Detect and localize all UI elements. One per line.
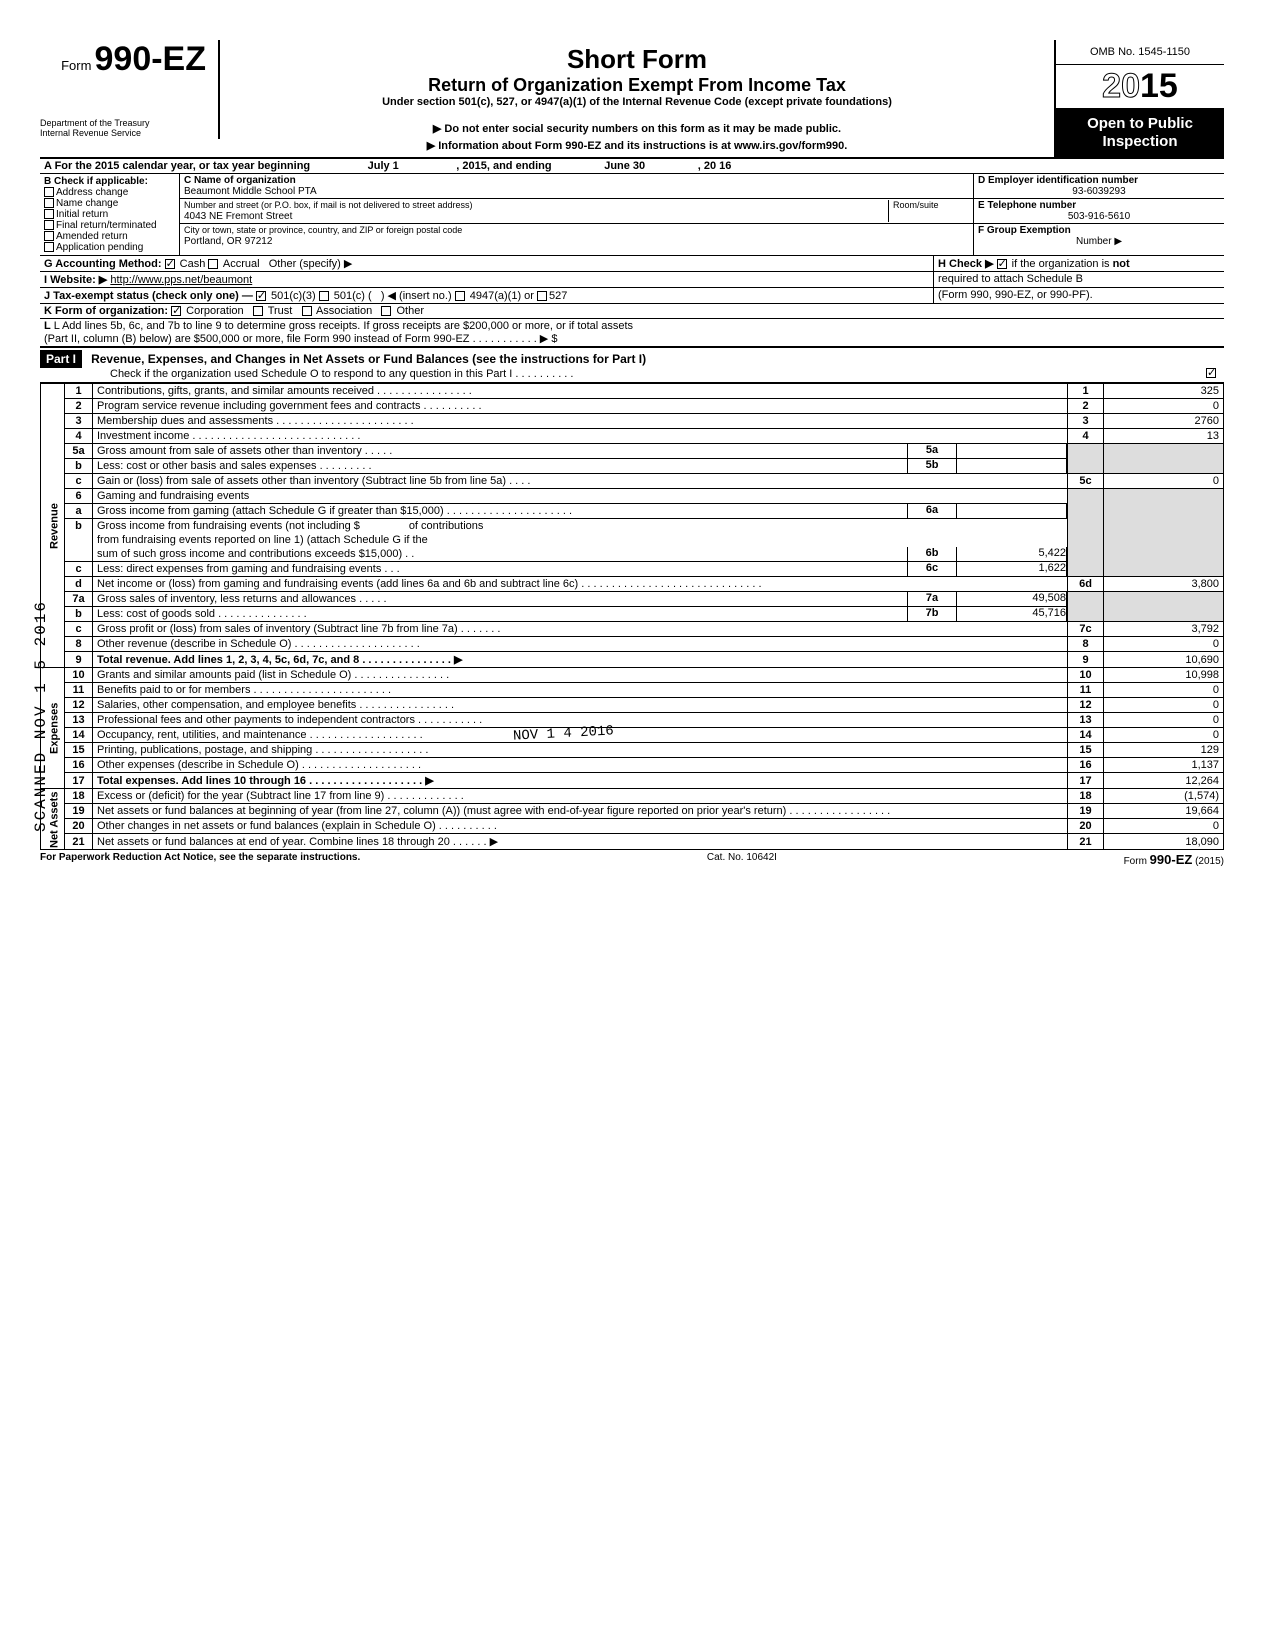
chk-other-org[interactable] bbox=[381, 306, 391, 316]
chk-pending[interactable] bbox=[44, 242, 54, 252]
form-prefix: Form bbox=[61, 58, 91, 73]
section-text: Under section 501(c), 527, or 4947(a)(1)… bbox=[228, 96, 1046, 108]
omb: OMB No. 1545-1150 bbox=[1056, 40, 1224, 65]
header: Form 990-EZ Department of the Treasury I… bbox=[40, 40, 1224, 159]
right-block: OMB No. 1545-1150 2015 Open to Public In… bbox=[1054, 40, 1224, 157]
side-expenses: Expenses bbox=[41, 668, 65, 789]
chk-assoc[interactable] bbox=[302, 306, 312, 316]
form-number-block: Form 990-EZ Department of the Treasury I… bbox=[40, 40, 220, 139]
open-public: Open to Public Inspection bbox=[1056, 109, 1224, 157]
footer: For Paperwork Reduction Act Notice, see … bbox=[40, 850, 1224, 867]
chk-corp[interactable] bbox=[171, 306, 181, 316]
col-d: D Employer identification number93-60392… bbox=[974, 174, 1224, 255]
section-bcd: B Check if applicable: Address change Na… bbox=[40, 174, 1224, 256]
form-number: 990-EZ bbox=[95, 40, 207, 78]
chk-501c3[interactable] bbox=[256, 291, 266, 301]
date-stamp: NOV 1 4 2016 bbox=[513, 723, 615, 744]
chk-accrual[interactable] bbox=[208, 259, 218, 269]
chk-initial[interactable] bbox=[44, 209, 54, 219]
part1-title: Revenue, Expenses, and Changes in Net As… bbox=[85, 352, 646, 366]
title-block: Short Form Return of Organization Exempt… bbox=[220, 40, 1054, 156]
footer-form: Form 990-EZ (2015) bbox=[1124, 852, 1224, 867]
chk-trust[interactable] bbox=[253, 306, 263, 316]
year: 2015 bbox=[1056, 65, 1224, 109]
part1-table: Revenue 1Contributions, gifts, grants, a… bbox=[40, 383, 1224, 850]
chk-final[interactable] bbox=[44, 220, 54, 230]
subtitle: Return of Organization Exempt From Incom… bbox=[228, 75, 1046, 96]
chk-h[interactable] bbox=[997, 259, 1007, 269]
chk-527[interactable] bbox=[537, 291, 547, 301]
note2: ▶ Information about Form 990-EZ and its … bbox=[228, 139, 1046, 152]
chk-part1[interactable] bbox=[1206, 368, 1216, 378]
form-page: SCANNED NOV 1 5 2016 Form 990-EZ Departm… bbox=[40, 40, 1224, 867]
side-revenue: Revenue bbox=[41, 384, 65, 668]
part1-label: Part I bbox=[40, 350, 82, 368]
chk-address[interactable] bbox=[44, 187, 54, 197]
chk-501c[interactable] bbox=[319, 291, 329, 301]
col-b: B Check if applicable: Address change Na… bbox=[40, 174, 180, 255]
side-netassets: Net Assets bbox=[41, 789, 65, 850]
line-a: A For the 2015 calendar year, or tax yea… bbox=[40, 159, 1224, 174]
chk-4947[interactable] bbox=[455, 291, 465, 301]
chk-name[interactable] bbox=[44, 198, 54, 208]
chk-amended[interactable] bbox=[44, 231, 54, 241]
dept: Department of the Treasury Internal Reve… bbox=[40, 79, 210, 139]
note1: ▶ Do not enter social security numbers o… bbox=[228, 122, 1046, 135]
title: Short Form bbox=[228, 44, 1046, 75]
col-c: C Name of organizationBeaumont Middle Sc… bbox=[180, 174, 974, 255]
chk-cash[interactable] bbox=[165, 259, 175, 269]
